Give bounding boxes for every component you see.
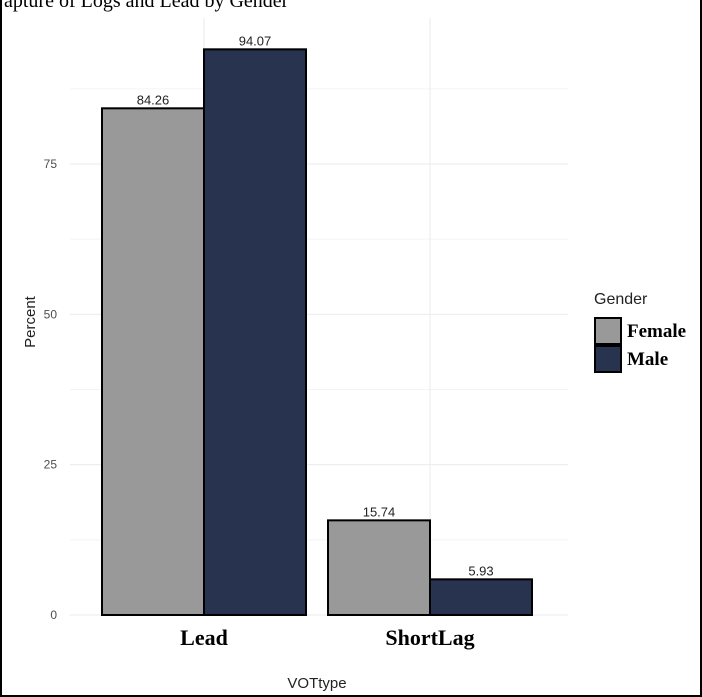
data-labels: 84.26 94.07 15.74 5.93	[137, 33, 494, 578]
data-label: 84.26	[137, 92, 170, 107]
x-axis-title: VOTtype	[287, 675, 346, 692]
y-tick-label: 50	[44, 307, 58, 321]
legend: Gender Female Male	[594, 291, 686, 373]
legend-swatch-male	[594, 345, 622, 373]
y-axis-ticks: 0 25 50 75	[44, 157, 58, 622]
x-category-label: ShortLag	[385, 625, 474, 650]
legend-title: Gender	[594, 291, 648, 308]
y-tick-label: 25	[44, 458, 58, 472]
legend-swatch-female	[594, 317, 622, 345]
bars	[101, 48, 533, 617]
bar-male-lead	[203, 48, 307, 616]
data-label: 15.74	[363, 504, 396, 519]
y-tick-label: 0	[50, 608, 57, 622]
x-category-label: Lead	[180, 625, 228, 650]
bar-male-shortlag	[429, 578, 533, 617]
chart-caption: apture of Logs and Lead by Gender	[4, 0, 289, 12]
bar-female-lead	[101, 107, 205, 617]
legend-label-female: Female	[627, 321, 686, 342]
bar-female-shortlag	[327, 519, 431, 617]
y-tick-label: 75	[44, 157, 58, 171]
x-axis-categories: Lead ShortLag	[180, 625, 474, 650]
y-axis-title: Percent	[22, 295, 39, 348]
legend-label-male: Male	[627, 349, 668, 370]
data-label: 94.07	[239, 33, 272, 48]
data-label: 5.93	[468, 563, 493, 578]
